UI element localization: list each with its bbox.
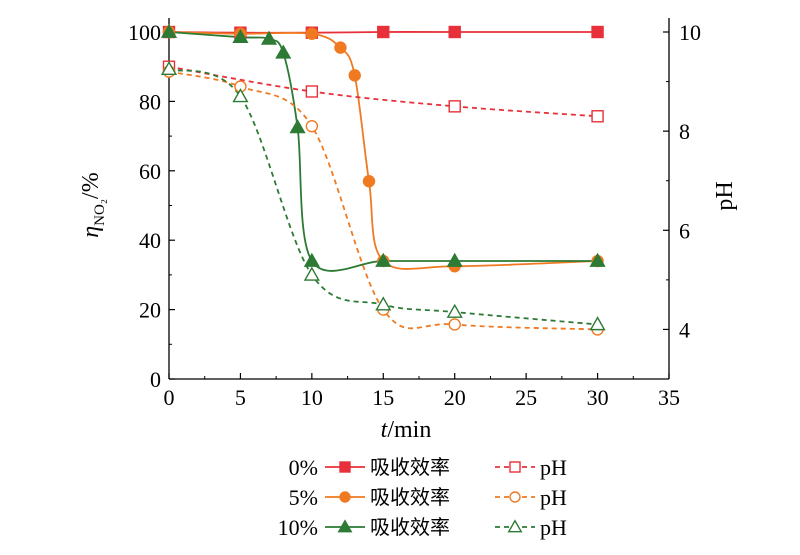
y-left-axis-title: ηNO₂/% <box>78 172 108 237</box>
data-point <box>305 119 319 133</box>
data-point <box>305 85 319 98</box>
legend-efficiency-marker <box>337 519 353 533</box>
data-point <box>589 252 606 267</box>
data-point <box>348 69 361 82</box>
x-tick-label: 0 <box>164 385 175 410</box>
data-point <box>260 30 278 45</box>
data-point <box>160 23 178 38</box>
legend-efficiency-label: 吸收效率 <box>370 485 450 509</box>
y-right-tick-label: 4 <box>679 317 690 342</box>
axes: 0 5 10 15 20 25 30 35 0 20 40 60 80 100 4 6 8 10 <box>128 18 701 410</box>
series-line-ph-0pct <box>168 65 598 118</box>
y-left-tick-label: 40 <box>139 228 161 253</box>
data-point <box>303 252 320 267</box>
data-point <box>305 27 319 40</box>
series-line-efficiency-5pct <box>168 31 598 270</box>
data-point <box>377 25 390 39</box>
data-point <box>303 266 320 281</box>
legend-concentration-label: 0% <box>289 455 318 480</box>
legend-efficiency-marker <box>339 491 351 503</box>
y-left-tick-label: 80 <box>139 89 161 114</box>
legend-ph-marker <box>507 519 523 533</box>
x-tick-label: 35 <box>658 385 680 410</box>
data-point <box>591 110 604 123</box>
legend-efficiency-marker <box>339 461 351 473</box>
legend-ph-label: pH <box>540 485 567 510</box>
y-right-tick-label: 8 <box>679 119 690 144</box>
data-point <box>589 316 606 331</box>
legend-concentration-label: 10% <box>278 515 318 540</box>
y-right-tick-label: 6 <box>679 218 690 243</box>
data-point <box>232 88 249 103</box>
data-point <box>289 119 306 134</box>
y-right-axis-title: pH <box>712 181 738 210</box>
series-line-ph-10pct <box>168 68 598 326</box>
data-point <box>275 44 292 59</box>
data-point <box>446 303 463 318</box>
legend-efficiency-label: 吸收效率 <box>370 515 450 539</box>
data-point <box>160 60 178 76</box>
legend-efficiency-label: 吸收效率 <box>370 455 450 479</box>
y-left-tick-label: 0 <box>150 367 161 392</box>
legend-ph-marker <box>509 461 521 473</box>
y-left-tick-label: 20 <box>139 298 161 323</box>
x-tick-label: 25 <box>515 385 537 410</box>
series-lines <box>168 31 598 331</box>
x-axis-title: t/min <box>381 417 432 443</box>
data-point <box>362 175 376 188</box>
data-point <box>448 100 461 113</box>
data-point <box>448 318 461 331</box>
data-point <box>232 28 249 44</box>
data-point <box>591 25 604 39</box>
data-point <box>375 252 392 267</box>
data-point <box>334 41 347 54</box>
legend-ph-marker <box>509 491 521 503</box>
data-point <box>375 296 392 311</box>
y-left-tick-label: 60 <box>139 159 161 184</box>
x-tick-label: 10 <box>301 385 323 410</box>
series-markers <box>160 23 606 336</box>
data-point <box>446 252 463 267</box>
series-line-efficiency-10pct <box>168 31 598 272</box>
x-tick-label: 20 <box>444 385 466 410</box>
legend-ph-label: pH <box>540 515 567 540</box>
y-left-tick-label: 100 <box>128 20 161 45</box>
x-tick-label: 30 <box>587 385 609 410</box>
x-tick-label: 15 <box>372 385 394 410</box>
data-point <box>448 25 461 39</box>
y-right-tick-label: 10 <box>679 20 701 45</box>
legend: 0% 吸收效率 pH 5% 吸收效率 pH 10% 吸收效率 pH <box>278 455 567 540</box>
legend-ph-label: pH <box>540 455 567 480</box>
series-line-ph-5pct <box>168 70 598 331</box>
x-tick-label: 5 <box>235 385 246 410</box>
legend-concentration-label: 5% <box>289 485 318 510</box>
